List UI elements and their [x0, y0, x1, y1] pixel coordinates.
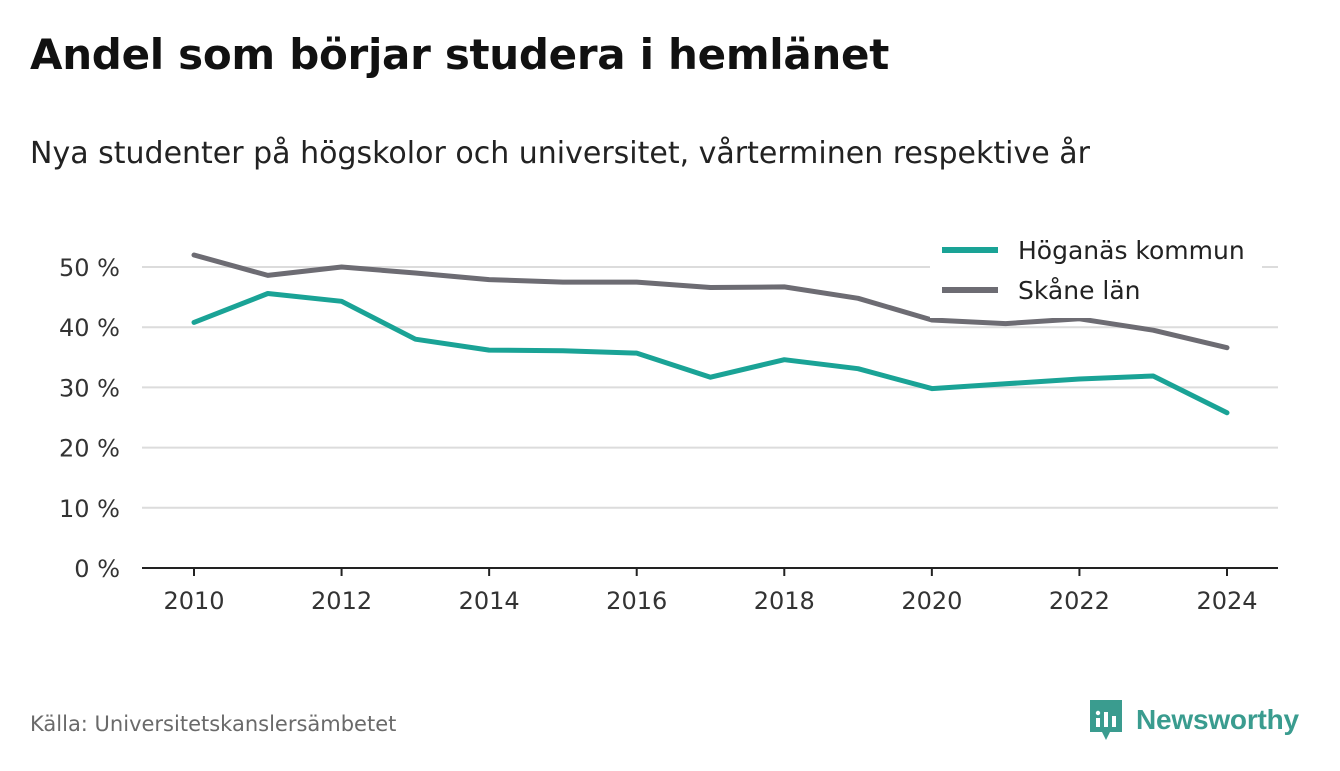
y-tick-label: 30 %: [59, 374, 120, 402]
legend-background: [930, 230, 1262, 318]
x-tick-label: 2012: [311, 587, 372, 615]
y-tick-label: 50 %: [59, 254, 120, 282]
y-tick-label: 10 %: [59, 495, 120, 523]
logo-text: Newsworthy: [1136, 704, 1299, 735]
series-line: [191, 252, 1230, 351]
newsworthy-logo[interactable]: Newsworthy: [1088, 698, 1299, 742]
chart-subtitle: Nya studenter på högskolor och universit…: [30, 136, 1090, 171]
y-tick-label: 20 %: [59, 435, 120, 463]
legend-label: Skåne län: [1018, 276, 1141, 305]
x-tick-label: 2020: [901, 587, 962, 615]
legend: Höganäs kommun Skåne län: [930, 230, 1262, 318]
x-tick-label: 2018: [754, 587, 815, 615]
x-tick-label: 2024: [1196, 587, 1257, 615]
x-tick-label: 2014: [459, 587, 520, 615]
y-tick-label: 40 %: [59, 314, 120, 342]
y-axis-ticks: 0 % 10 % 20 % 30 % 40 % 50 %: [59, 254, 120, 583]
x-tick-label: 2010: [163, 587, 224, 615]
series-line: [191, 291, 1230, 416]
legend-label: Höganäs kommun: [1018, 236, 1245, 265]
x-axis: 2010 2012 2014 2016 2018 2020 2022 2024: [142, 567, 1278, 615]
series-lines: [191, 252, 1230, 416]
chart-title: Andel som börjar studera i hemlänet: [30, 30, 889, 79]
newsworthy-logo-icon: [1090, 700, 1122, 740]
x-tick-label: 2016: [606, 587, 667, 615]
source-note: Källa: Universitetskanslersämbetet: [30, 712, 397, 736]
y-tick-label: 0 %: [74, 555, 120, 583]
x-tick-label: 2022: [1049, 587, 1110, 615]
